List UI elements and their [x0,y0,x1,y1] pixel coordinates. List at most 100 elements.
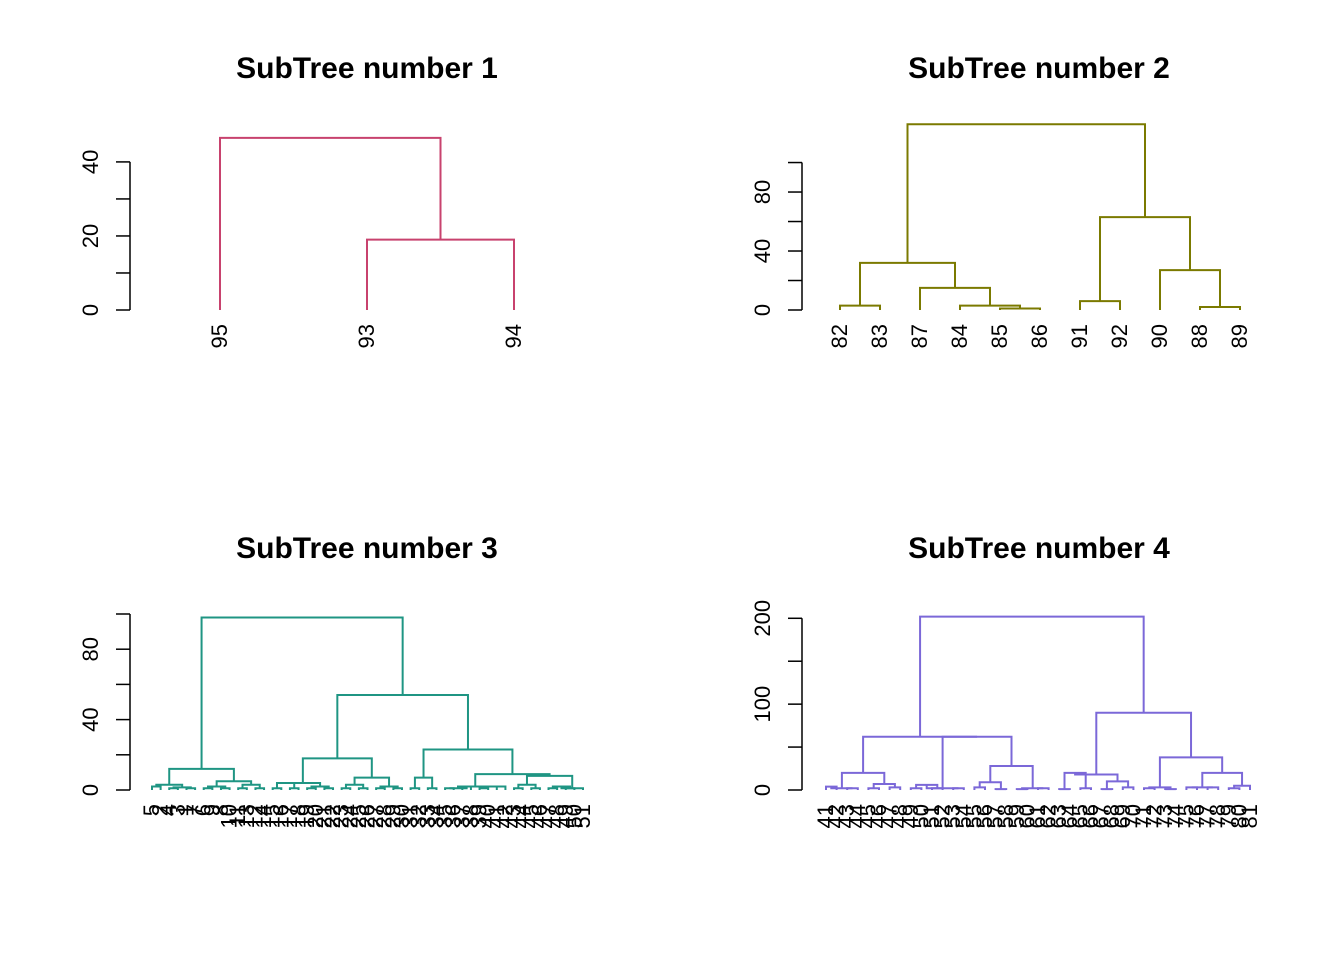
leaf-label: 23 [329,804,354,828]
dendrogram-branch [1079,787,1092,790]
leaf-label: 65 [1067,804,1092,828]
dendrogram-branch [323,787,335,790]
leaf-label: 92 [1107,324,1132,348]
dendrogram-branch [375,787,386,790]
leaf-label: 49 [553,804,578,828]
leaf-labels: 95 93 94 [207,324,526,348]
leaf-label: 22 [320,804,345,828]
leaf-label: 55 [961,804,986,828]
leaf-label: 14 [251,804,276,828]
leaf-label: 46 [866,804,891,828]
dendrogram-branch [200,616,404,769]
y-tick-label: 80 [78,637,103,661]
leaf-label: 53 [940,804,965,828]
dendrogram-branches [839,123,1241,310]
leaf-label: 26 [355,804,380,828]
leaf-label: 48 [544,804,569,828]
leaf-label: 62 [1036,804,1061,828]
leaf-label: 5 [139,804,164,816]
dendrogram-branch [301,757,373,783]
y-axis: 0 40 80 [78,613,131,796]
leaf-label: 44 [845,804,870,828]
leaf-label: 50 [561,804,586,828]
leaf-label: 76 [1184,804,1209,828]
leaf-label: 85 [987,324,1012,348]
panel-subtree-2: SubTree number 2 0 40 80 82 83 87 84 85 86 91 92 9… [750,52,1252,348]
dendrogram-branch [1164,788,1177,791]
panel-title: SubTree number 1 [236,52,498,85]
dendrogram-branch [409,787,421,790]
leaf-label: 9 [199,804,224,816]
leaf-label: 4 [156,804,181,816]
dendrogram-branch [340,787,352,790]
leaf-label: 15 [260,804,285,828]
leaf-label: 94 [501,324,526,348]
leaf-label: 7 [182,804,207,816]
dendrogram-branches [219,136,515,310]
dendrogram-branch [1105,780,1130,790]
dendrogram-branch [254,787,266,790]
leaf-label: 66 [1078,804,1103,828]
dendrogram-branch [271,787,283,790]
leaf-label: 43 [501,804,526,828]
dendrogram-branch [530,787,541,790]
dendrogram-branch [999,307,1041,310]
leaf-label: 17 [277,804,302,828]
dendrogram-branch [1063,771,1087,790]
leaf-label: 71 [1131,804,1156,828]
dendrogram-branch [185,787,197,790]
y-tick-label: 40 [750,239,775,263]
leaf-label: 20 [303,804,328,828]
dendrogram-branch [840,771,886,789]
leaf-label: 74 [1163,804,1188,828]
leaf-label: 75 [1173,804,1198,828]
leaf-label: 79 [1216,804,1241,828]
leaf-label: 83 [867,324,892,348]
dendrogram-branches [825,615,1251,791]
y-tick-label: 40 [78,707,103,731]
dendrogram-branch [867,787,880,790]
leaf-label: 45 [855,804,880,828]
dendrogram-branch [888,786,902,790]
leaf-label: 86 [1027,324,1052,348]
leaf-labels: 5243176981011131214151617181920212223242… [139,804,595,828]
dendrogram-branch [457,785,493,789]
leaf-label: 12 [242,804,267,828]
leaf-label: 95 [207,324,232,348]
dendrogram-branch [306,787,317,790]
leaf-label: 52 [930,804,955,828]
leaf-label: 48 [887,804,912,828]
leaf-label: 41 [813,804,838,828]
leaf-label: 46 [527,804,552,828]
dendrogram-branch [1021,787,1044,790]
leaf-label: 43 [834,804,859,828]
dendrogram-branch [909,787,923,790]
y-axis: 0 100 200 [750,600,803,796]
panel-subtree-1: SubTree number 1 0 20 40 95 93 94 [78,52,526,348]
leaf-label: 30 [389,804,414,828]
dendrogram-branch [357,787,369,790]
leaf-label: 10 [217,804,242,828]
y-axis: 0 40 80 [750,161,803,316]
leaf-label: 16 [268,804,293,828]
leaf-label: 19 [294,804,319,828]
leaf-label: 41 [484,804,509,828]
dendrogram-branch [288,787,300,790]
leaf-label: 38 [458,804,483,828]
y-tick-label: 0 [750,304,775,316]
dendrogram-branch [151,785,162,790]
leaf-label: 68 [1099,804,1124,828]
leaf-labels: 82 83 87 84 85 86 91 92 90 88 89 [827,324,1252,348]
dendrogram-branch [1143,787,1156,790]
y-tick-label: 0 [750,784,775,796]
dendrogram-branch [1079,300,1121,310]
dendrogram-branch [859,261,956,306]
panel-title: SubTree number 4 [908,532,1170,565]
leaf-label: 32 [406,804,431,828]
dendrogram-branch [1095,711,1193,775]
dendrogram-branch [366,238,515,310]
leaf-label: 50 [908,804,933,828]
dendrogram-branch [392,787,403,790]
panel-subtree-4: SubTree number 4 0 100 200 414243444546474… [750,532,1262,828]
leaf-label: 51 [570,804,595,828]
